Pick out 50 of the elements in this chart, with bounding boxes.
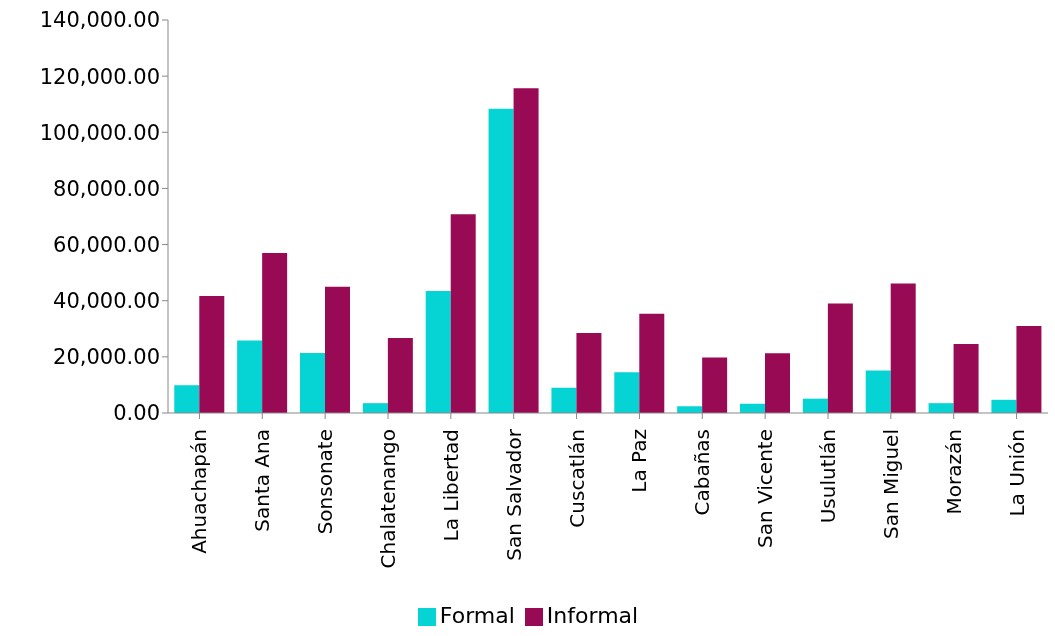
- bar: [765, 353, 790, 413]
- bar: [237, 340, 263, 413]
- x-tick-label: Sonsonate: [313, 429, 338, 535]
- legend-label: Formal: [439, 603, 515, 628]
- bar: [300, 352, 325, 413]
- bar: [199, 295, 225, 413]
- bar: [827, 303, 853, 413]
- y-tick-label: 0.00: [113, 401, 160, 426]
- bar: [513, 88, 539, 413]
- bar: [991, 399, 1017, 413]
- legend-label: Informal: [546, 603, 639, 628]
- y-tick-label: 120,000.00: [39, 64, 160, 89]
- x-tick-label: San Salvador: [501, 428, 526, 561]
- x-tick-label: La Libertad: [438, 429, 463, 542]
- bar: [928, 403, 954, 413]
- x-tick-label: Ahuachapán: [187, 429, 212, 554]
- bar: [551, 387, 577, 413]
- bar: [425, 290, 451, 413]
- bar: [802, 398, 828, 413]
- bar: [576, 333, 602, 413]
- bar: [639, 313, 665, 413]
- x-tick-label: Santa Ana: [250, 429, 275, 532]
- x-tick-label: Morazán: [941, 429, 966, 515]
- bar: [488, 108, 514, 413]
- x-tick-label: Usulutlán: [816, 429, 840, 524]
- y-tick-label: 140,000.00: [39, 8, 160, 33]
- x-tick-label: Cuscatlán: [564, 429, 589, 528]
- bar: [262, 252, 288, 413]
- x-tick-label: La Unión: [1004, 429, 1029, 517]
- bar: [1016, 325, 1042, 413]
- y-tick-label: 100,000.00: [39, 120, 160, 145]
- bar: [325, 286, 350, 413]
- x-tick-label: Cabañas: [690, 429, 715, 516]
- bar: [174, 385, 200, 413]
- x-tick-label: San Vicente: [753, 429, 778, 548]
- bar: [890, 283, 916, 413]
- bar: [387, 338, 413, 413]
- y-tick-label: 60,000.00: [53, 233, 160, 258]
- x-tick-label: Chalatenango: [376, 429, 400, 569]
- bar: [865, 370, 891, 413]
- x-tick-label: San Miguel: [878, 429, 903, 540]
- bar: [702, 357, 728, 413]
- y-tick-label: 20,000.00: [53, 345, 160, 370]
- y-tick-label: 40,000.00: [53, 289, 160, 314]
- x-tick-label: La Paz: [627, 429, 652, 493]
- y-tick-label: 80,000.00: [53, 176, 160, 201]
- bar: [362, 403, 388, 413]
- bar: [450, 214, 476, 413]
- bar: [614, 372, 640, 413]
- bar: [953, 343, 979, 413]
